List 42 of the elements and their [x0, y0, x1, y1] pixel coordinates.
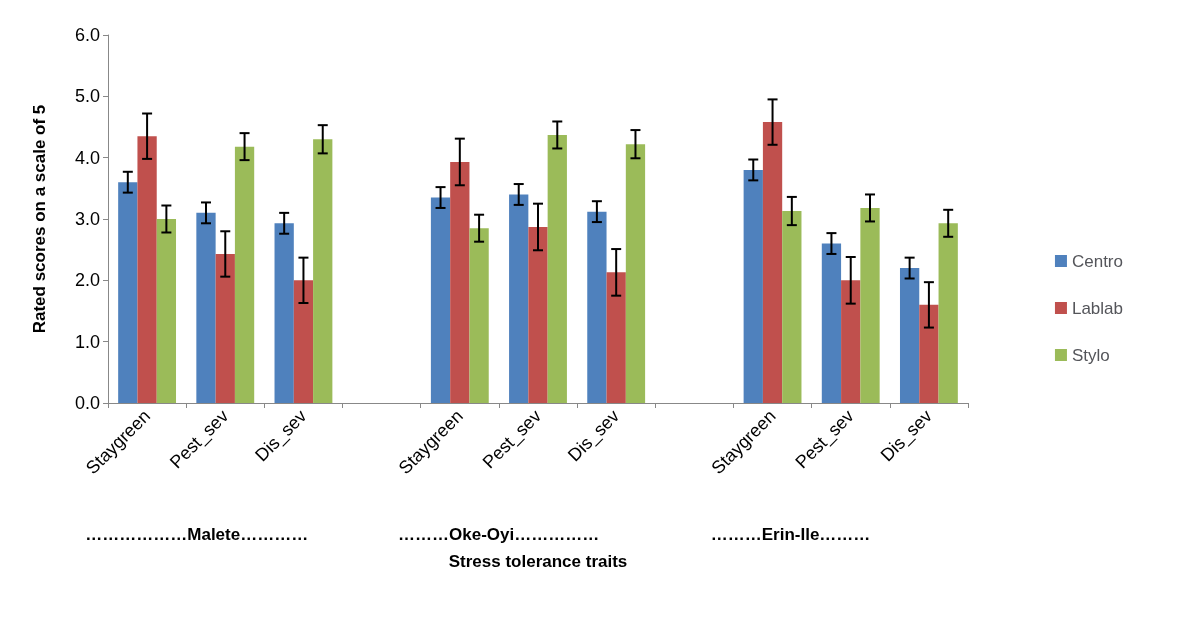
bar — [782, 211, 802, 403]
bar — [762, 122, 783, 403]
bar — [606, 272, 626, 403]
y-tick-label: 3.0 — [74, 209, 100, 229]
bar — [509, 194, 529, 403]
bar — [234, 146, 255, 403]
bar — [215, 253, 235, 403]
bar — [156, 219, 177, 403]
legend-label: Lablab — [1071, 298, 1124, 318]
bar — [919, 304, 939, 403]
bar — [313, 139, 333, 403]
bar — [938, 223, 958, 403]
y-tick-label: 0.0 — [74, 393, 100, 413]
legend-label: Centro — [1071, 251, 1123, 271]
bar — [450, 161, 470, 403]
bar — [860, 207, 880, 403]
bar — [430, 197, 451, 403]
bar — [587, 211, 607, 403]
bar — [293, 280, 314, 403]
bar — [137, 136, 157, 403]
bar — [821, 243, 842, 403]
bar — [625, 144, 646, 403]
x-axis-title: Stress tolerance traits — [448, 552, 628, 571]
text: ………Erin-Ile……… — [710, 525, 871, 544]
legend-label: Stylo — [1071, 345, 1110, 365]
y-tick-label: 2.0 — [74, 270, 100, 291]
bar — [196, 212, 216, 403]
bar — [841, 280, 861, 403]
y-tick-label: 6.0 — [74, 25, 100, 45]
bar — [899, 268, 920, 403]
bar — [528, 226, 548, 403]
bar — [118, 182, 138, 403]
y-tick-label: 5.0 — [74, 86, 100, 107]
y-tick-label: 4.0 — [74, 147, 100, 168]
bar — [547, 134, 567, 403]
bar — [274, 223, 294, 403]
y-axis-title: Rated scores on a scale of 5 — [30, 104, 49, 334]
bar — [743, 169, 763, 403]
bar — [469, 228, 489, 403]
text: ………………Malete………… — [85, 525, 309, 544]
y-tick-label: 1.0 — [74, 331, 100, 352]
text: ………Oke-Oyi…………… — [398, 525, 600, 544]
